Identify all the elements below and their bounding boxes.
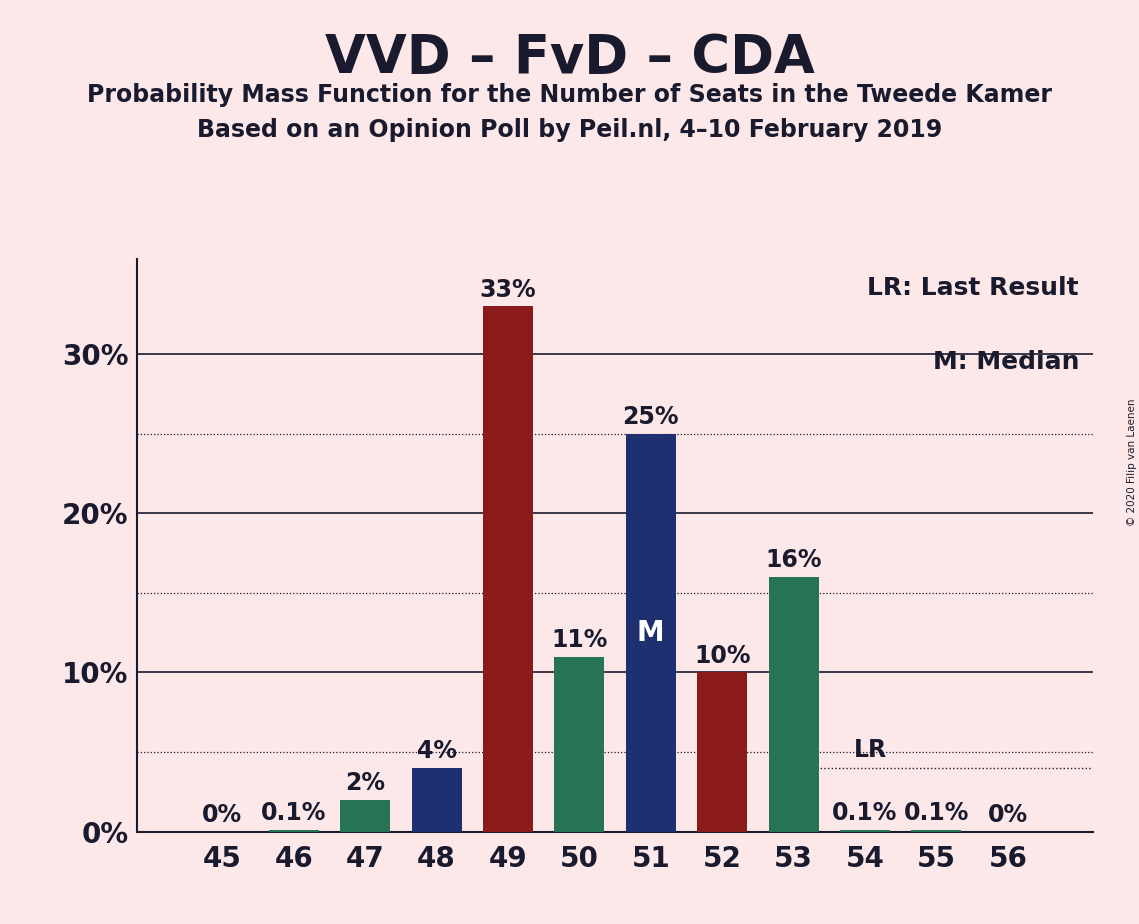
Text: 0%: 0%: [203, 803, 243, 827]
Bar: [483, 307, 533, 832]
Text: M: M: [637, 619, 664, 647]
Text: 0.1%: 0.1%: [261, 801, 327, 825]
Bar: [625, 433, 675, 832]
Text: 0.1%: 0.1%: [833, 801, 898, 825]
Bar: [769, 577, 819, 832]
Text: LR: LR: [854, 737, 887, 761]
Text: LR: Last Result: LR: Last Result: [868, 276, 1079, 300]
Bar: [411, 768, 461, 832]
Text: M: Median: M: Median: [933, 350, 1079, 374]
Text: VVD – FvD – CDA: VVD – FvD – CDA: [325, 32, 814, 84]
Bar: [269, 830, 319, 832]
Text: 2%: 2%: [345, 771, 385, 795]
Text: 10%: 10%: [694, 644, 751, 668]
Bar: [911, 830, 961, 832]
Text: 4%: 4%: [417, 739, 457, 763]
Text: 11%: 11%: [551, 627, 607, 651]
Bar: [555, 657, 605, 832]
Bar: [341, 800, 391, 832]
Text: 16%: 16%: [765, 548, 822, 572]
Bar: [697, 673, 747, 832]
Text: Probability Mass Function for the Number of Seats in the Tweede Kamer: Probability Mass Function for the Number…: [87, 83, 1052, 107]
Bar: [839, 830, 890, 832]
Text: 25%: 25%: [623, 405, 679, 429]
Text: © 2020 Filip van Laenen: © 2020 Filip van Laenen: [1126, 398, 1137, 526]
Text: 33%: 33%: [480, 278, 536, 302]
Text: Based on an Opinion Poll by Peil.nl, 4–10 February 2019: Based on an Opinion Poll by Peil.nl, 4–1…: [197, 118, 942, 142]
Text: 0%: 0%: [988, 803, 1027, 827]
Text: 0.1%: 0.1%: [903, 801, 969, 825]
